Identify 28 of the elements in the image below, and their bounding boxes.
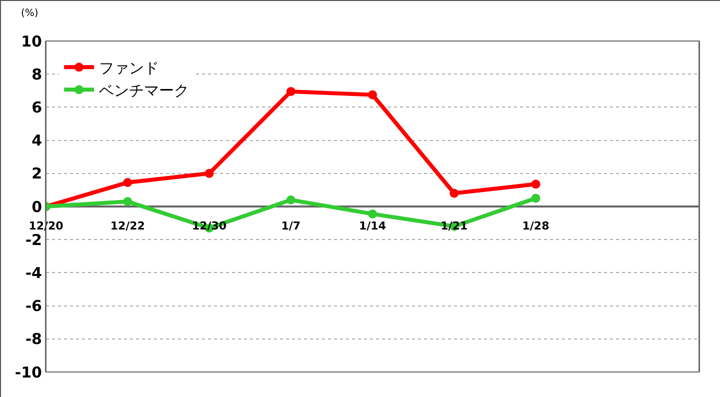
point [286,195,296,204]
x-tick-label: 12/22 [110,220,145,232]
y-axis-title: (%) [21,8,38,19]
point [450,188,459,198]
x-tick-label: 1/28 [522,220,550,232]
point [123,178,132,187]
point [531,180,540,189]
x-tick-label: 1/14 [359,220,386,232]
y-tick-label: -6 [25,297,42,316]
point [531,194,540,203]
legend-label: ベンチマーク [99,82,190,100]
y-tick-label: 0 [32,198,42,216]
x-tick-label: 1/7 [281,220,301,232]
y-tick-label: 2 [32,164,42,183]
y-tick-label: 8 [32,65,42,84]
legend-label: ファンド [99,59,160,78]
y-tick-label: -10 [14,363,42,382]
y-tick-label: -2 [25,230,42,249]
y-tick-label: 10 [21,32,42,50]
point [368,90,377,100]
point [123,197,132,206]
point [204,168,214,178]
y-tick-label: 6 [32,98,42,116]
y-tick-label: -8 [25,330,42,348]
y-tick-label: -4 [25,264,42,282]
y-tick-label: 4 [32,132,42,150]
point [368,209,377,218]
point [286,86,296,96]
